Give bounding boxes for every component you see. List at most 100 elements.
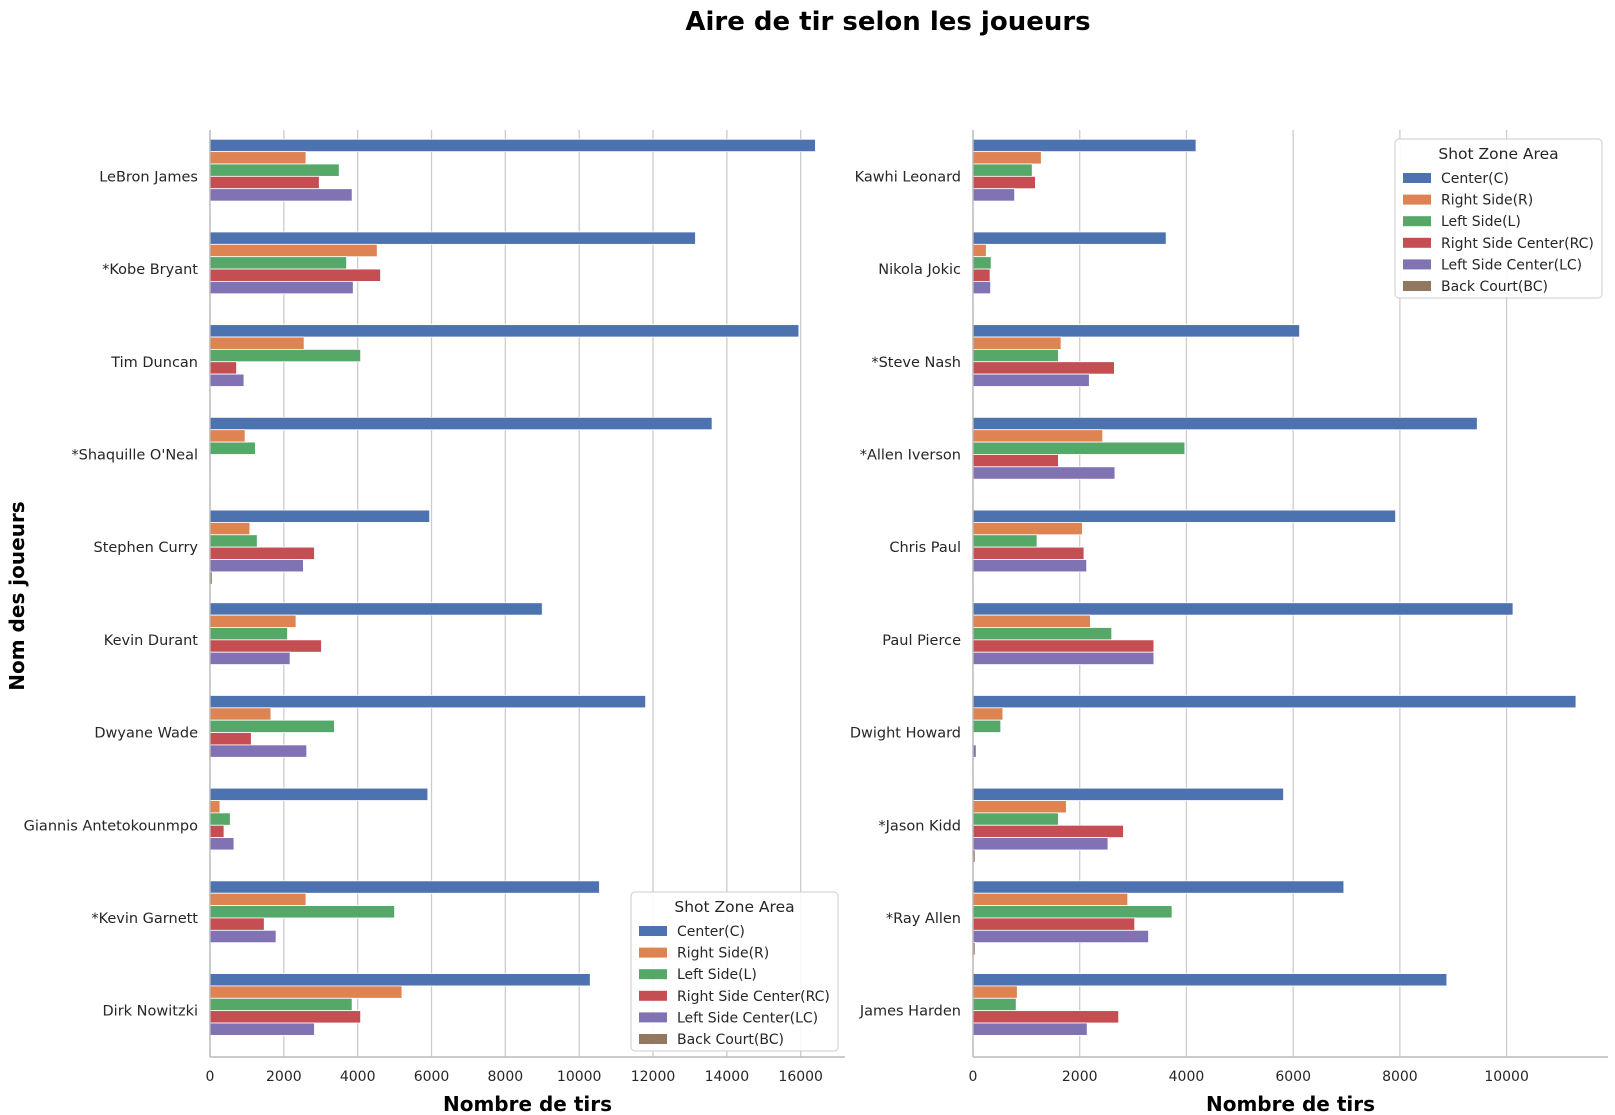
- bar-right-side-r: [972, 336, 1062, 350]
- x-tick-label: 10000: [557, 1069, 602, 1085]
- bar-left-side-center-lc: [209, 744, 308, 758]
- bar-right-side-r: [972, 614, 1091, 628]
- bar-right-side-center-rc: [209, 732, 252, 746]
- bar-center-c: [972, 880, 1345, 894]
- bar-center-c: [972, 973, 1448, 987]
- x-tick-label: 0: [969, 1069, 978, 1085]
- bar-center-c: [209, 602, 543, 616]
- category-label: Tim Duncan: [110, 355, 198, 371]
- x-tick-label: 12000: [631, 1069, 676, 1085]
- x-tick-label: 16000: [778, 1069, 823, 1085]
- bar-left-side-l: [209, 348, 362, 363]
- bar-right-side-r: [972, 151, 1042, 165]
- bar-center-c: [972, 138, 1197, 153]
- category-label: *Allen Iverson: [860, 447, 961, 463]
- bar-left-side-l: [972, 627, 1113, 641]
- legend-item-label: Back Court(BC): [677, 1032, 784, 1048]
- bar-left-side-center-lc: [209, 559, 304, 573]
- category-label: Chris Paul: [889, 540, 961, 556]
- legend-swatch: [1403, 259, 1431, 270]
- legend-swatch: [1403, 281, 1431, 291]
- bar-center-c: [209, 138, 816, 153]
- bar-right-side-center-rc: [972, 824, 1124, 839]
- bar-center-c: [209, 416, 713, 431]
- bar-right-side-r: [209, 522, 251, 536]
- legend-swatch: [639, 990, 667, 1001]
- bar-left-side-center-lc: [209, 373, 245, 387]
- x-tick-label: 6000: [1275, 1069, 1311, 1085]
- bar-left-side-center-lc: [972, 559, 1088, 573]
- bar-right-side-center-rc: [209, 268, 381, 282]
- x-tick-label: 4000: [1169, 1069, 1205, 1085]
- bar-center-c: [972, 324, 1300, 338]
- bar-right-side-r: [209, 892, 307, 906]
- bar-left-side-center-lc: [972, 929, 1149, 944]
- bar-left-side-l: [972, 905, 1173, 919]
- bar-right-side-r: [972, 243, 987, 258]
- bar-left-side-center-lc: [209, 188, 353, 202]
- legend-item-label: Left Side(L): [1441, 214, 1521, 230]
- bar-right-side-center-rc: [972, 175, 1036, 190]
- category-label: *Jason Kidd: [878, 818, 961, 834]
- bar-left-side-center-lc: [972, 466, 1116, 480]
- x-tick-label: 8000: [488, 1069, 524, 1085]
- legend-swatch: [1403, 194, 1431, 205]
- legend-swatch: [639, 947, 667, 958]
- bar-right-side-r: [209, 800, 221, 814]
- bar-right-side-r: [972, 985, 1018, 999]
- legend: Shot Zone Area Center(C) Right Side(R) Left…: [1394, 138, 1603, 299]
- category-label: Dirk Nowitzki: [103, 1004, 199, 1020]
- legend-item-label: Right Side(R): [677, 946, 769, 962]
- legend-box: [1394, 138, 1603, 299]
- legend-swatch: [639, 926, 667, 936]
- bar-right-side-center-rc: [209, 639, 322, 653]
- bar-center-c: [209, 787, 429, 801]
- x-axis-label: Nombre de tirs: [443, 1092, 612, 1115]
- bar-right-side-center-rc: [972, 639, 1155, 653]
- bar-left-side-center-lc: [972, 1022, 1088, 1036]
- x-tick-label: 10000: [1484, 1069, 1529, 1085]
- bar-right-side-center-rc: [972, 454, 1059, 468]
- bar-center-c: [972, 602, 1514, 616]
- bar-right-side-r: [209, 429, 246, 443]
- bar-left-side-l: [972, 812, 1059, 826]
- right-panel: Kawhi Leonard Nikola Jokic *Steve Nash *All…: [850, 130, 1608, 1115]
- bar-left-side-l: [209, 627, 288, 641]
- category-label: Dwyane Wade: [94, 726, 198, 742]
- bar-left-side-l: [972, 256, 992, 270]
- x-tick-label: 8000: [1382, 1069, 1418, 1085]
- bar-left-side-center-lc: [209, 281, 354, 295]
- bar-left-side-center-lc: [972, 651, 1155, 665]
- bar-left-side-l: [209, 905, 395, 919]
- legend-item-label: Right Side(R): [1441, 193, 1533, 209]
- bar-right-side-center-rc: [209, 917, 265, 931]
- bar-left-side-center-lc: [209, 929, 277, 944]
- bar-left-side-l: [972, 441, 1186, 455]
- legend-item-label: Center(C): [677, 924, 745, 940]
- bar-left-side-l: [209, 997, 353, 1012]
- bar-center-c: [209, 324, 800, 338]
- bar-center-c: [209, 509, 431, 523]
- category-label: *Kevin Garnett: [91, 911, 198, 927]
- category-label: Kawhi Leonard: [855, 169, 961, 185]
- bars: [209, 138, 816, 1049]
- legend-item-label: Right Side Center(RC): [677, 989, 830, 1005]
- bar-left-side-l: [209, 719, 335, 733]
- bar-center-c: [209, 231, 696, 245]
- category-label: James Harden: [859, 1004, 961, 1020]
- legend-item-label: Left Side Center(LC): [1441, 257, 1582, 273]
- bar-right-side-center-rc: [209, 175, 320, 190]
- category-label: *Steve Nash: [871, 355, 961, 371]
- bar-right-side-r: [209, 985, 403, 999]
- bar-left-side-center-lc: [972, 837, 1109, 851]
- x-tick-label: 2000: [266, 1069, 302, 1085]
- bar-center-c: [209, 695, 647, 709]
- x-tick-label: 6000: [414, 1069, 450, 1085]
- bar-right-side-r: [209, 614, 297, 628]
- bar-right-side-r: [972, 800, 1067, 814]
- bar-right-side-r: [209, 151, 307, 165]
- bar-left-side-center-lc: [972, 373, 1090, 387]
- legend-swatch: [639, 969, 667, 980]
- legend-title: Shot Zone Area: [674, 898, 794, 916]
